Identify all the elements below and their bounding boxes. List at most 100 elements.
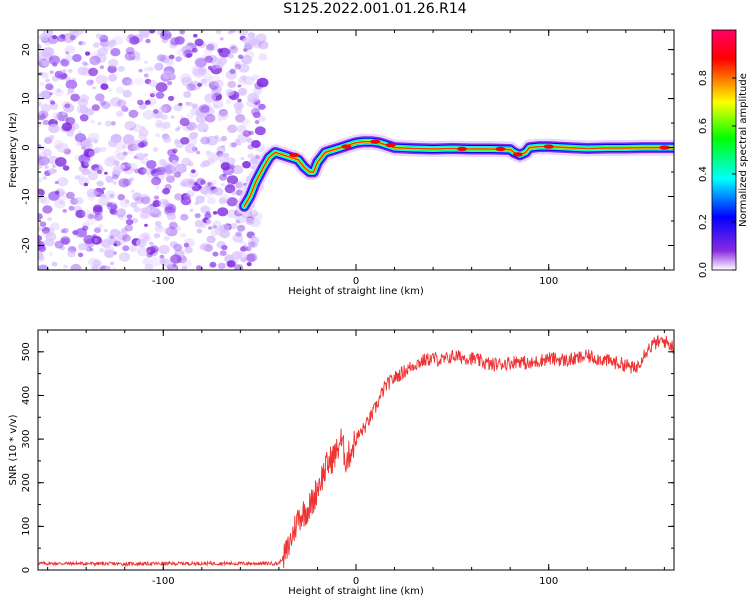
noise-blob [143, 67, 149, 72]
noise-blob [153, 233, 160, 239]
noise-blob [200, 78, 207, 84]
noise-blob [62, 101, 72, 109]
noise-blob [94, 227, 101, 234]
noise-blob [251, 235, 257, 240]
noise-blob [181, 157, 192, 166]
ridge-peak [289, 152, 300, 158]
noise-blob [48, 55, 60, 65]
noise-blob [127, 149, 134, 155]
noise-blob [121, 144, 127, 149]
noise-blob [254, 126, 266, 136]
page-title: S125.2022.001.01.26.R14 [283, 1, 467, 17]
noise-blob [232, 233, 244, 243]
noise-blob [135, 155, 140, 160]
noise-blob [214, 79, 224, 88]
noise-blob [161, 126, 167, 131]
noise-blob [112, 164, 124, 174]
noise-blob [72, 54, 82, 62]
noise-blob [87, 171, 99, 181]
noise-blob [67, 68, 73, 73]
noise-blob [221, 183, 225, 187]
noise-blob [42, 47, 55, 57]
noise-blob [213, 187, 224, 196]
noise-blob [240, 257, 247, 263]
noise-blob [242, 161, 251, 169]
noise-blob [109, 193, 115, 198]
noise-blob [83, 159, 91, 166]
noise-blob [142, 110, 155, 120]
noise-blob [128, 34, 135, 40]
noise-blob [130, 202, 138, 208]
noise-blob [117, 231, 128, 241]
noise-blob [155, 123, 163, 129]
noise-blob [147, 172, 155, 179]
noise-blob [117, 213, 124, 219]
noise-blob [110, 97, 122, 107]
noise-blob [130, 53, 135, 58]
snr-y-tick-label: 0 [21, 567, 32, 573]
noise-blob [107, 58, 119, 68]
noise-blob [50, 222, 60, 231]
ridge-peak [495, 146, 506, 152]
noise-blob [40, 240, 46, 245]
noise-blob [180, 180, 188, 187]
noise-blob [206, 41, 219, 52]
snr-y-tick-label: 100 [21, 517, 32, 536]
heatmap-x-tick-label: 0 [353, 276, 359, 287]
noise-blob [110, 39, 116, 44]
noise-blob [231, 142, 237, 148]
noise-blob [207, 182, 212, 186]
noise-blob [238, 76, 246, 83]
noise-blob [217, 48, 223, 53]
noise-blob [209, 190, 216, 195]
noise-blob [41, 59, 50, 67]
noise-blob [258, 115, 267, 122]
noise-blob [204, 55, 213, 63]
noise-blob [125, 46, 135, 55]
noise-blob [238, 63, 250, 73]
noise-blob [155, 166, 166, 176]
noise-blob [116, 99, 127, 108]
noise-blob [143, 138, 148, 142]
noise-blob [100, 101, 111, 109]
noise-blob [67, 88, 75, 94]
noise-blob [82, 225, 89, 231]
noise-blob [112, 181, 117, 185]
noise-blob [38, 226, 42, 232]
noise-blob [229, 164, 235, 170]
noise-blob [39, 33, 49, 42]
noise-blob [230, 48, 238, 54]
noise-blob [116, 86, 125, 94]
noise-blob [157, 225, 162, 230]
noise-blob [196, 177, 206, 186]
noise-blob [234, 61, 241, 67]
noise-blob [42, 205, 53, 214]
noise-blob [92, 86, 96, 90]
noise-blob [245, 253, 256, 263]
noise-blob [206, 135, 219, 146]
noise-blob [38, 235, 42, 242]
noise-blob [189, 80, 201, 91]
noise-blob [63, 103, 75, 113]
noise-blob [151, 207, 160, 215]
noise-blob [47, 217, 53, 221]
colorbar-tick-label: 0.8 [698, 70, 709, 86]
noise-blob [51, 261, 58, 267]
noise-blob [199, 162, 206, 168]
noise-blob [214, 135, 219, 139]
noise-blob [60, 59, 70, 67]
snr-y-tick-label: 300 [21, 430, 32, 449]
noise-blob [160, 30, 172, 40]
noise-blob [134, 196, 144, 204]
noise-blob [88, 132, 100, 143]
noise-blob [258, 40, 269, 50]
noise-blob [236, 141, 242, 146]
noise-blob [180, 137, 190, 145]
noise-blob [180, 73, 192, 83]
noise-blob [42, 230, 51, 238]
noise-blob [148, 79, 158, 88]
noise-blob [169, 168, 174, 173]
noise-blob [99, 39, 110, 48]
noise-blob [199, 104, 210, 113]
noise-blob [61, 111, 66, 116]
